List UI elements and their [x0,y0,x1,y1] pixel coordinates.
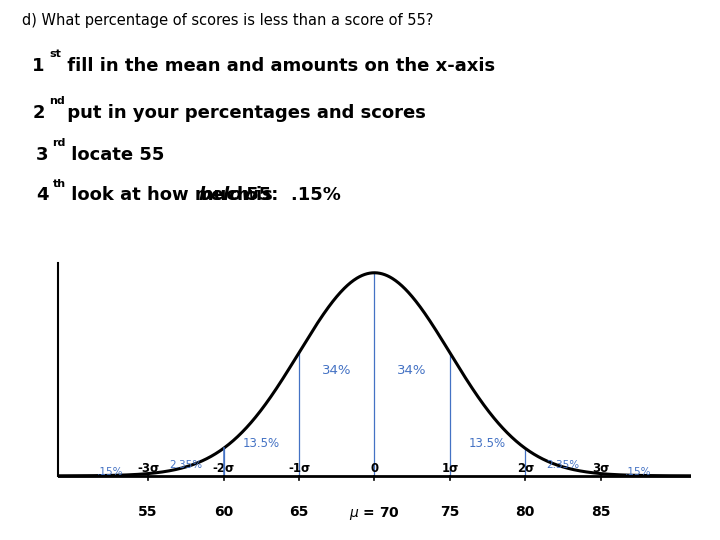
Text: rd: rd [53,138,66,149]
Text: 2: 2 [32,104,45,122]
Text: put in your percentages and scores: put in your percentages and scores [61,104,426,122]
Text: -2σ: -2σ [212,462,235,475]
Text: 55:  .15%: 55: .15% [240,186,341,204]
Text: 2.35%: 2.35% [169,460,202,470]
Text: 34%: 34% [322,364,351,377]
Text: below: below [198,186,258,204]
Text: d) What percentage of scores is less than a score of 55?: d) What percentage of scores is less tha… [22,14,433,29]
Text: $\mu$ = 70: $\mu$ = 70 [349,505,400,522]
Text: 75: 75 [440,505,459,519]
Text: -3σ: -3σ [137,462,159,475]
Text: 2σ: 2σ [517,462,534,475]
Text: 13.5%: 13.5% [243,437,280,450]
Text: 4: 4 [36,186,48,204]
Text: 1σ: 1σ [441,462,459,475]
Text: 55: 55 [138,505,158,519]
Text: 2.35%: 2.35% [546,460,580,470]
Text: 3σ: 3σ [592,462,609,475]
Text: locate 55: locate 55 [65,146,164,164]
Text: 1: 1 [32,57,45,75]
Text: st: st [49,49,60,59]
Text: 13.5%: 13.5% [469,437,506,450]
Text: 85: 85 [591,505,611,519]
Text: 0: 0 [370,462,379,475]
Text: 3: 3 [36,146,48,164]
Text: fill in the mean and amounts on the x-axis: fill in the mean and amounts on the x-ax… [61,57,495,75]
Text: 80: 80 [516,505,535,519]
Text: 65: 65 [289,505,309,519]
Text: look at how much is: look at how much is [65,186,279,204]
Text: .15%: .15% [97,467,124,477]
Text: .15%: .15% [625,467,652,477]
Text: th: th [53,179,66,189]
Text: -1σ: -1σ [288,462,310,475]
Text: nd: nd [49,96,65,106]
Text: 34%: 34% [397,364,427,377]
Text: 60: 60 [214,505,233,519]
